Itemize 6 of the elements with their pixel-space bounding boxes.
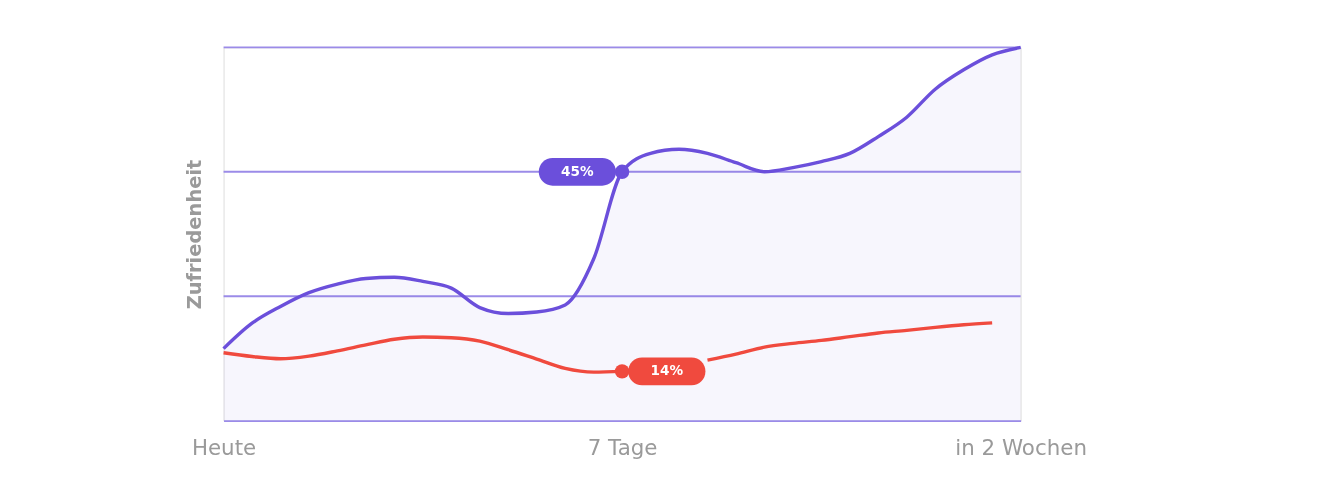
x-tick-label: in 2 Wochen bbox=[955, 435, 1087, 461]
annotation: 45% bbox=[561, 162, 595, 179]
x-tick-label: 7 Tage bbox=[587, 435, 658, 461]
annotation: 14% bbox=[650, 362, 684, 379]
x-tick-label: Heute bbox=[191, 435, 257, 461]
y-axis-title: Zufriedenheit bbox=[182, 159, 206, 310]
